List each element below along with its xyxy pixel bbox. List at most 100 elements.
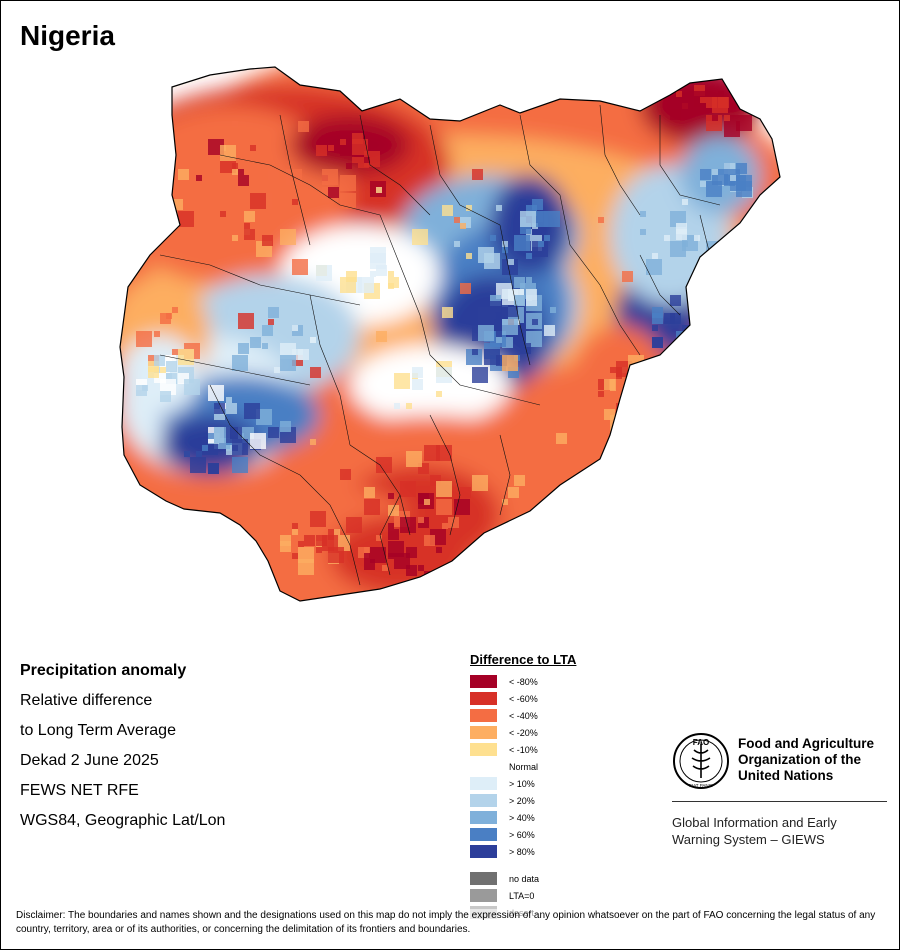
giews-name: Global Information and Early Warning Sys… bbox=[672, 815, 837, 847]
anomaly-cell bbox=[502, 241, 508, 247]
anomaly-cell bbox=[472, 367, 488, 383]
anomaly-cell bbox=[676, 91, 682, 97]
anomaly-cell bbox=[520, 343, 531, 354]
anomaly-cell bbox=[358, 547, 369, 558]
anomaly-cell bbox=[316, 145, 327, 156]
fao-logo-text: FAO bbox=[693, 738, 709, 747]
anomaly-cell bbox=[556, 433, 567, 444]
legend-swatch bbox=[470, 726, 497, 739]
anomaly-cell bbox=[532, 247, 538, 253]
anomaly-cell bbox=[418, 517, 424, 523]
anomaly-cell bbox=[268, 319, 274, 325]
anomaly-cell bbox=[232, 163, 238, 169]
anomaly-cell bbox=[628, 397, 644, 413]
anomaly-cell bbox=[340, 175, 356, 191]
anomaly-cell bbox=[280, 541, 291, 552]
anomaly-cell bbox=[172, 199, 183, 210]
anomaly-cell bbox=[526, 253, 532, 259]
anomaly-cell bbox=[232, 235, 238, 241]
anomaly-cell bbox=[352, 157, 358, 163]
legend-label: < -20% bbox=[509, 727, 538, 738]
anomaly-cell bbox=[232, 457, 248, 473]
anomaly-cell bbox=[388, 529, 399, 540]
anomaly-cell bbox=[292, 355, 303, 366]
anomaly-cell bbox=[166, 361, 177, 372]
anomaly-cell bbox=[400, 517, 416, 533]
anomaly-cell bbox=[418, 463, 429, 474]
anomaly-cell bbox=[250, 145, 256, 151]
anomaly-cell bbox=[352, 139, 368, 155]
legend-swatch bbox=[470, 872, 497, 885]
anomaly-cell bbox=[436, 481, 452, 497]
anomaly-cell bbox=[460, 217, 471, 228]
anomaly-cell bbox=[334, 529, 340, 535]
anomaly-cell bbox=[724, 115, 730, 121]
anomaly-cell bbox=[478, 307, 484, 313]
anomaly-cell bbox=[472, 169, 483, 180]
anomaly-cell bbox=[454, 499, 470, 515]
anomaly-cell bbox=[526, 289, 537, 300]
anomaly-cell bbox=[496, 331, 502, 337]
legend-item: > 80% bbox=[470, 843, 576, 860]
anomaly-cell bbox=[268, 169, 279, 180]
anomaly-cell bbox=[310, 439, 316, 445]
anomaly-cell bbox=[730, 115, 736, 121]
legend-swatch bbox=[470, 845, 497, 858]
fao-org-name: Food and Agriculture Organization of the… bbox=[738, 736, 874, 783]
anomaly-cell bbox=[508, 487, 519, 498]
anomaly-cell bbox=[298, 541, 304, 547]
anomaly-cell bbox=[652, 313, 663, 324]
anomaly-cell bbox=[382, 565, 388, 571]
anomaly-cell bbox=[502, 319, 518, 335]
anomaly-cell bbox=[136, 331, 152, 347]
anomaly-cell bbox=[514, 295, 525, 306]
anomaly-cell bbox=[490, 235, 496, 241]
legend-item-lta0: LTA=0 bbox=[470, 887, 576, 904]
anomaly-cell bbox=[184, 379, 200, 395]
anomaly-cell bbox=[652, 253, 658, 259]
anomaly-cell bbox=[646, 259, 662, 275]
anomaly-cell bbox=[472, 475, 488, 491]
anomaly-cell bbox=[436, 367, 452, 383]
anomaly-cell bbox=[298, 121, 309, 132]
anomaly-cell bbox=[664, 313, 675, 324]
anomaly-cell bbox=[544, 325, 555, 336]
anomaly-cell bbox=[640, 211, 646, 217]
anomaly-cell bbox=[226, 397, 232, 403]
anomaly-cell bbox=[694, 85, 705, 96]
anomaly-cell bbox=[640, 229, 646, 235]
anomaly-cell bbox=[706, 97, 717, 108]
anomaly-cell bbox=[388, 505, 399, 516]
anomaly-cell bbox=[148, 361, 159, 372]
anomaly-cell bbox=[268, 427, 279, 438]
anomaly-cell bbox=[340, 145, 351, 156]
anomaly-cell bbox=[262, 235, 273, 246]
anomaly-cell bbox=[682, 241, 688, 247]
anomaly-cell bbox=[238, 313, 254, 329]
legend-label: no data bbox=[509, 873, 540, 884]
legend-label: > 10% bbox=[509, 778, 535, 789]
anomaly-cell bbox=[544, 235, 550, 241]
legend-swatch bbox=[470, 709, 497, 722]
legend-label: LTA=0 bbox=[509, 890, 535, 901]
anomaly-cell bbox=[412, 379, 423, 390]
anomaly-cell bbox=[610, 367, 616, 373]
anomaly-cell bbox=[328, 187, 339, 198]
anomaly-cell bbox=[490, 295, 501, 306]
anomaly-cell bbox=[340, 469, 351, 480]
anomaly-cell bbox=[232, 169, 238, 175]
anomaly-cell bbox=[622, 415, 633, 426]
anomaly-cell bbox=[148, 367, 159, 378]
anomaly-cell bbox=[250, 193, 266, 209]
anomaly-cell bbox=[598, 391, 604, 397]
legend-label: > 40% bbox=[509, 812, 535, 823]
anomaly-cell bbox=[460, 487, 471, 498]
anomaly-cell bbox=[358, 157, 369, 168]
anomaly-cell bbox=[670, 109, 681, 120]
anomaly-cell bbox=[214, 169, 220, 175]
anomaly-cell bbox=[682, 325, 693, 336]
anomaly-cell bbox=[280, 535, 291, 546]
anomaly-cell bbox=[394, 403, 400, 409]
anomaly-cell bbox=[730, 175, 736, 181]
anomaly-cell bbox=[244, 403, 260, 419]
